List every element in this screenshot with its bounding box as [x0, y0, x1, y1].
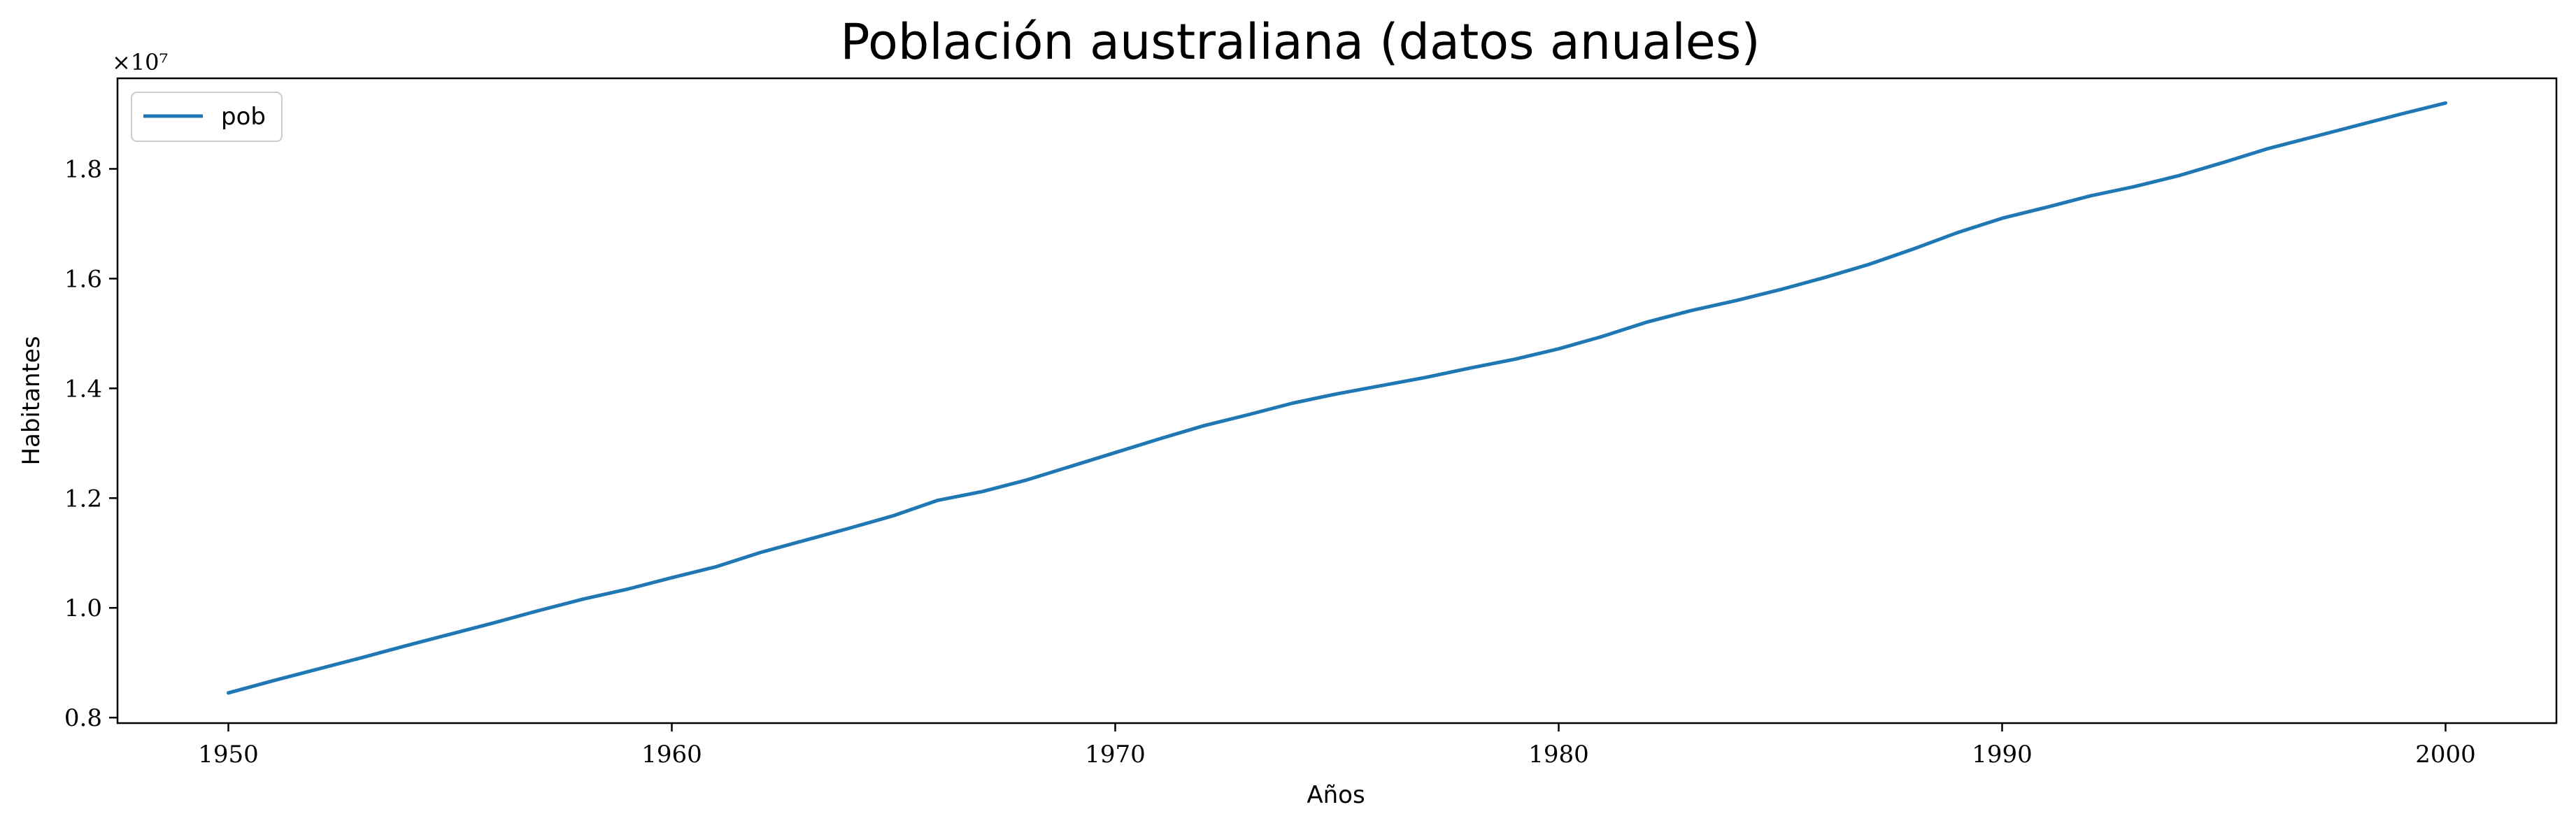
- x-tick-label: 2000: [2415, 741, 2476, 769]
- y-tick-label: 1.0: [64, 594, 102, 622]
- y-axis: 0.8 1.0 1.2 1.4 1.6 1.8: [64, 155, 118, 732]
- x-tick-label: 1950: [198, 741, 259, 769]
- x-tick-label: 1960: [641, 741, 702, 769]
- y-axis-label: Habitantes: [17, 336, 45, 465]
- x-tick-label: 1990: [1972, 741, 2033, 769]
- y-tick-label: 1.4: [64, 375, 102, 403]
- x-tick-label: 1980: [1528, 741, 1589, 769]
- legend: pob: [131, 92, 283, 142]
- chart-title: Población australiana (datos anuales): [840, 13, 1760, 71]
- legend-box: [131, 92, 283, 142]
- x-tick-label: 1970: [1085, 741, 1146, 769]
- y-tick-label: 0.8: [64, 704, 102, 732]
- y-tick-label: 1.8: [64, 155, 102, 183]
- series-line-pob: [227, 101, 2447, 695]
- x-axis-label: Años: [1307, 781, 1365, 809]
- legend-label-pob: pob: [221, 103, 266, 131]
- series-layer: [227, 101, 2447, 695]
- y-axis-multiplier: ×10⁷: [112, 49, 168, 76]
- y-tick-label: 1.2: [64, 485, 102, 513]
- x-axis: 1950 1960 1970 1980 1990 2000: [198, 723, 2476, 769]
- y-tick-label: 1.6: [64, 265, 102, 293]
